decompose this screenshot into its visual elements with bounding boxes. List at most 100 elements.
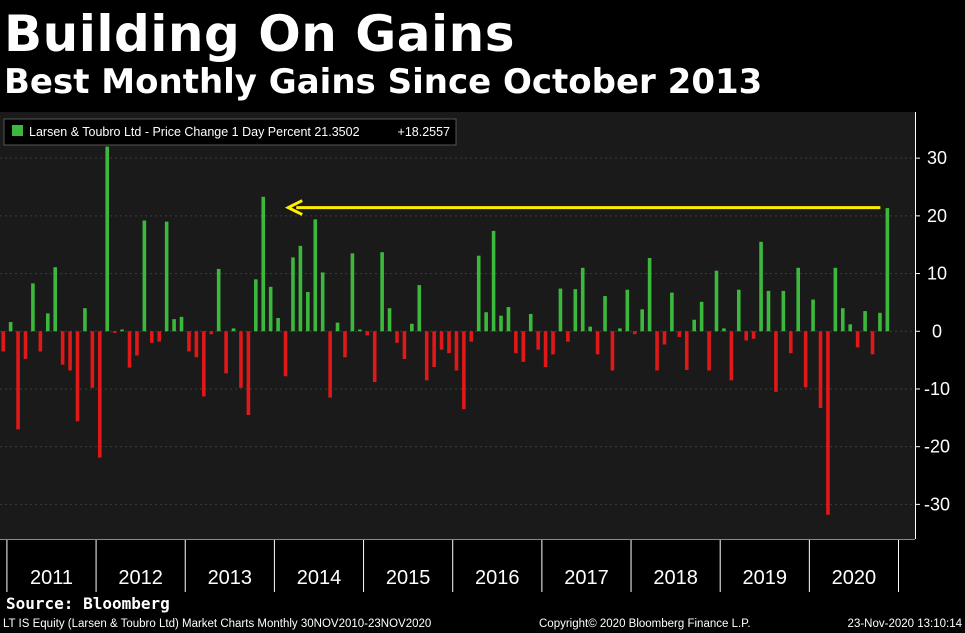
bar — [677, 331, 682, 338]
bar — [870, 331, 875, 355]
bar — [796, 267, 801, 332]
x-year-label: 2011 — [30, 567, 73, 589]
legend-swatch — [12, 125, 23, 136]
bar — [395, 331, 399, 343]
bar — [840, 308, 845, 332]
bars — [1, 146, 890, 515]
bar — [350, 253, 355, 332]
bar — [105, 146, 110, 332]
bar — [45, 313, 50, 332]
bar — [68, 331, 72, 371]
bar — [291, 257, 295, 332]
bar — [268, 286, 273, 332]
footer-copyright: Copyright© 2020 Bloomberg Finance L.P. — [539, 618, 751, 630]
bar — [618, 328, 622, 332]
bar — [343, 331, 347, 358]
bar — [744, 331, 748, 341]
bar — [306, 292, 310, 332]
bar — [135, 331, 139, 356]
x-year-label: 2012 — [118, 567, 163, 589]
bar — [97, 331, 102, 458]
bar — [536, 331, 540, 350]
bar — [424, 331, 429, 381]
bar — [179, 316, 184, 332]
bar — [365, 331, 370, 336]
bar — [23, 331, 28, 359]
y-tick-label: -30 — [924, 494, 950, 514]
x-axis: 2011 2012 2013 2014 2015 2016 2017 2018 2019 2020 — [0, 539, 915, 592]
bar — [811, 299, 815, 332]
bar — [499, 315, 503, 332]
bar — [692, 319, 696, 332]
chart-area: 30 20 10 0 -10 -20 -30 2011 2012 2013 2014 2015 201… — [0, 112, 965, 592]
bar — [454, 331, 459, 371]
x-year-label: 2014 — [297, 567, 342, 589]
bar — [729, 331, 734, 381]
annotation-arrow — [284, 199, 881, 216]
y-tick-label: -20 — [924, 437, 950, 457]
bar — [328, 331, 332, 398]
bar — [142, 220, 147, 332]
y-tick-label: 0 — [932, 321, 942, 341]
bar — [484, 312, 488, 332]
y-tick-label: 20 — [927, 206, 947, 226]
bar — [803, 331, 808, 388]
x-year-label: 2017 — [564, 567, 609, 589]
bar — [670, 292, 674, 332]
bar — [31, 283, 35, 332]
bar — [112, 331, 117, 333]
x-year-label: 2013 — [208, 567, 253, 589]
bar — [402, 331, 407, 359]
y-axis: 30 20 10 0 -10 -20 -30 — [915, 112, 950, 539]
bar — [90, 331, 95, 388]
bar — [595, 331, 600, 355]
y-tick-label: 10 — [927, 264, 947, 284]
bar — [298, 245, 303, 332]
bar — [662, 331, 667, 345]
bar — [313, 219, 318, 332]
bar — [573, 289, 578, 332]
bar — [655, 331, 659, 371]
bar — [127, 331, 132, 368]
bar — [707, 331, 711, 371]
bar — [766, 290, 771, 332]
bar — [714, 270, 719, 332]
bar — [566, 331, 570, 342]
x-year-label: 2018 — [653, 567, 698, 589]
bar — [848, 324, 853, 332]
bar — [558, 288, 563, 332]
bar — [239, 331, 243, 388]
bar — [625, 289, 630, 332]
bar — [202, 331, 206, 397]
bar — [722, 328, 726, 332]
x-year-label: 2019 — [743, 567, 788, 589]
bar — [246, 331, 251, 415]
bar — [380, 252, 384, 332]
bar — [261, 196, 266, 332]
bar — [543, 331, 548, 368]
y-tick-label: -10 — [924, 379, 950, 399]
bar — [788, 331, 793, 354]
bar — [521, 331, 526, 362]
bar — [231, 328, 236, 332]
bar — [209, 331, 214, 335]
bar — [647, 257, 652, 332]
bar — [224, 331, 228, 374]
bar — [432, 331, 436, 368]
bar — [640, 309, 644, 332]
bar — [699, 301, 704, 332]
y-tick-label: 30 — [927, 148, 947, 168]
bar — [60, 331, 65, 365]
bar — [751, 331, 756, 339]
bar — [417, 285, 422, 332]
legend-value: +18.2557 — [398, 125, 451, 139]
bar — [476, 255, 481, 332]
bar — [610, 331, 615, 371]
bar — [150, 331, 154, 343]
bar — [372, 331, 377, 383]
bar — [16, 331, 20, 430]
footer-bar: LT IS Equity (Larsen & Toubro Ltd) Marke… — [0, 616, 965, 633]
bar — [855, 331, 860, 348]
bar — [387, 308, 392, 332]
footer-timestamp: 23-Nov-2020 13:10:14 — [847, 618, 962, 630]
